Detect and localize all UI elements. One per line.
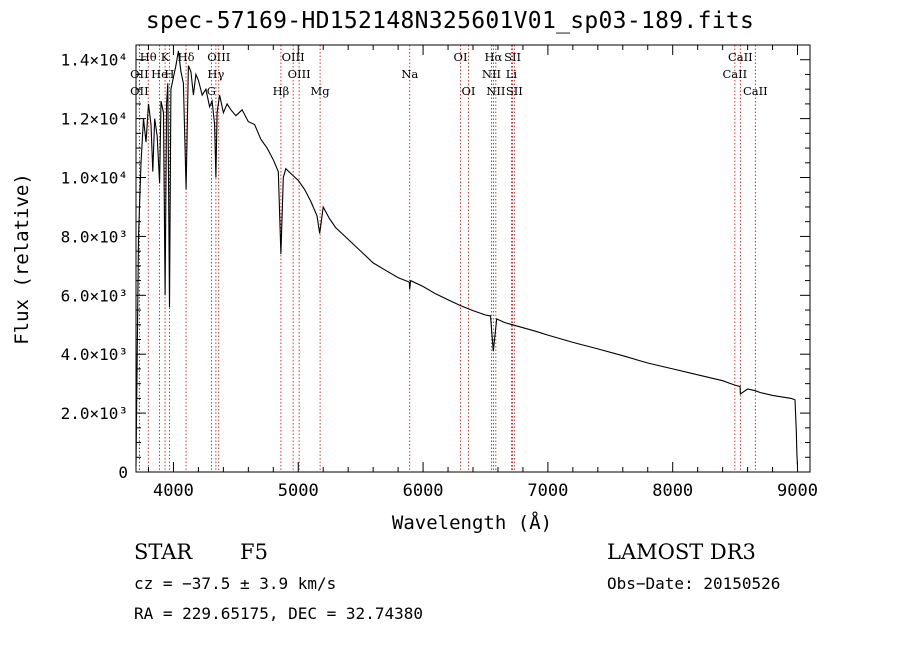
x-tick-label: 5000 (278, 481, 319, 501)
axis-ticks: 4000 5000 6000 7000 8000 9000 0 2.0×10³ 4.0×10³ 6… (61, 44, 818, 501)
line-label-0: Hθ (140, 50, 157, 64)
line-label-18: NII (482, 67, 501, 81)
y-tick-label: 0 (118, 463, 128, 482)
y-tick-label: 2.0×10³ (61, 404, 128, 423)
line-label-21: Li (506, 67, 518, 81)
x-axis-label: Wavelength (Å) (392, 511, 552, 534)
x-tick-label: 8000 (652, 481, 693, 501)
line-label-1: OII (130, 67, 149, 81)
line-label-15: OI (454, 50, 468, 64)
line-label-17: Hα (484, 50, 502, 64)
object-class: STAR (134, 540, 193, 564)
redshift-cz: cz = −37.5 ± 3.9 km/s (134, 574, 337, 593)
line-label-5: H (164, 67, 174, 81)
emission-line-markers (138, 45, 756, 472)
x-tick-label: 9000 (777, 481, 818, 501)
y-axis-label: Flux (relative) (11, 173, 33, 345)
y-tick-label: 8.0×10³ (61, 227, 128, 246)
chart-title: spec-57169-HD152148N325601V01_sp03-189.f… (145, 8, 755, 34)
line-label-8: Hγ (207, 67, 224, 81)
line-label-14: Na (401, 67, 418, 81)
line-label-7: OIII (207, 50, 230, 64)
line-label-19: NII (486, 84, 505, 98)
line-label-10: OIII (282, 50, 305, 64)
line-label-2: OII (130, 84, 149, 98)
line-label-6: Hδ (178, 50, 195, 64)
line-label-16: OI (462, 84, 476, 98)
coordinates: RA = 229.65175, DEC = 32.74380 (134, 604, 423, 623)
subclass: F5 (240, 540, 268, 564)
line-label-4: K (161, 50, 170, 64)
y-tick-label: 6.0×10³ (61, 286, 128, 305)
line-label-22: SII (506, 84, 523, 98)
survey-name: LAMOST DR3 (607, 540, 756, 564)
plot-frame (135, 44, 811, 473)
line-label-13: Mg (311, 84, 331, 98)
line-label-20: SII (504, 50, 521, 64)
x-tick-label: 7000 (527, 481, 568, 501)
line-label-23: CaII (722, 67, 747, 81)
line-label-12: Hβ (273, 84, 290, 98)
x-tick-label: 6000 (403, 481, 444, 501)
line-label-24: CaII (728, 50, 753, 64)
line-label-9: G (207, 84, 216, 98)
y-tick-label: 1.4×10⁴ (61, 51, 128, 70)
line-label-25: CaII (743, 84, 768, 98)
y-tick-label: 1.2×10⁴ (61, 110, 128, 129)
line-label-3: He (151, 67, 168, 81)
x-tick-label: 4000 (153, 481, 194, 501)
obs-date: Obs−Date: 20150526 (607, 574, 781, 593)
spectrum-series-line (135, 50, 799, 467)
y-tick-label: 4.0×10³ (61, 345, 128, 364)
y-tick-label: 1.0×10⁴ (61, 169, 128, 188)
line-label-11: OIII (288, 67, 311, 81)
